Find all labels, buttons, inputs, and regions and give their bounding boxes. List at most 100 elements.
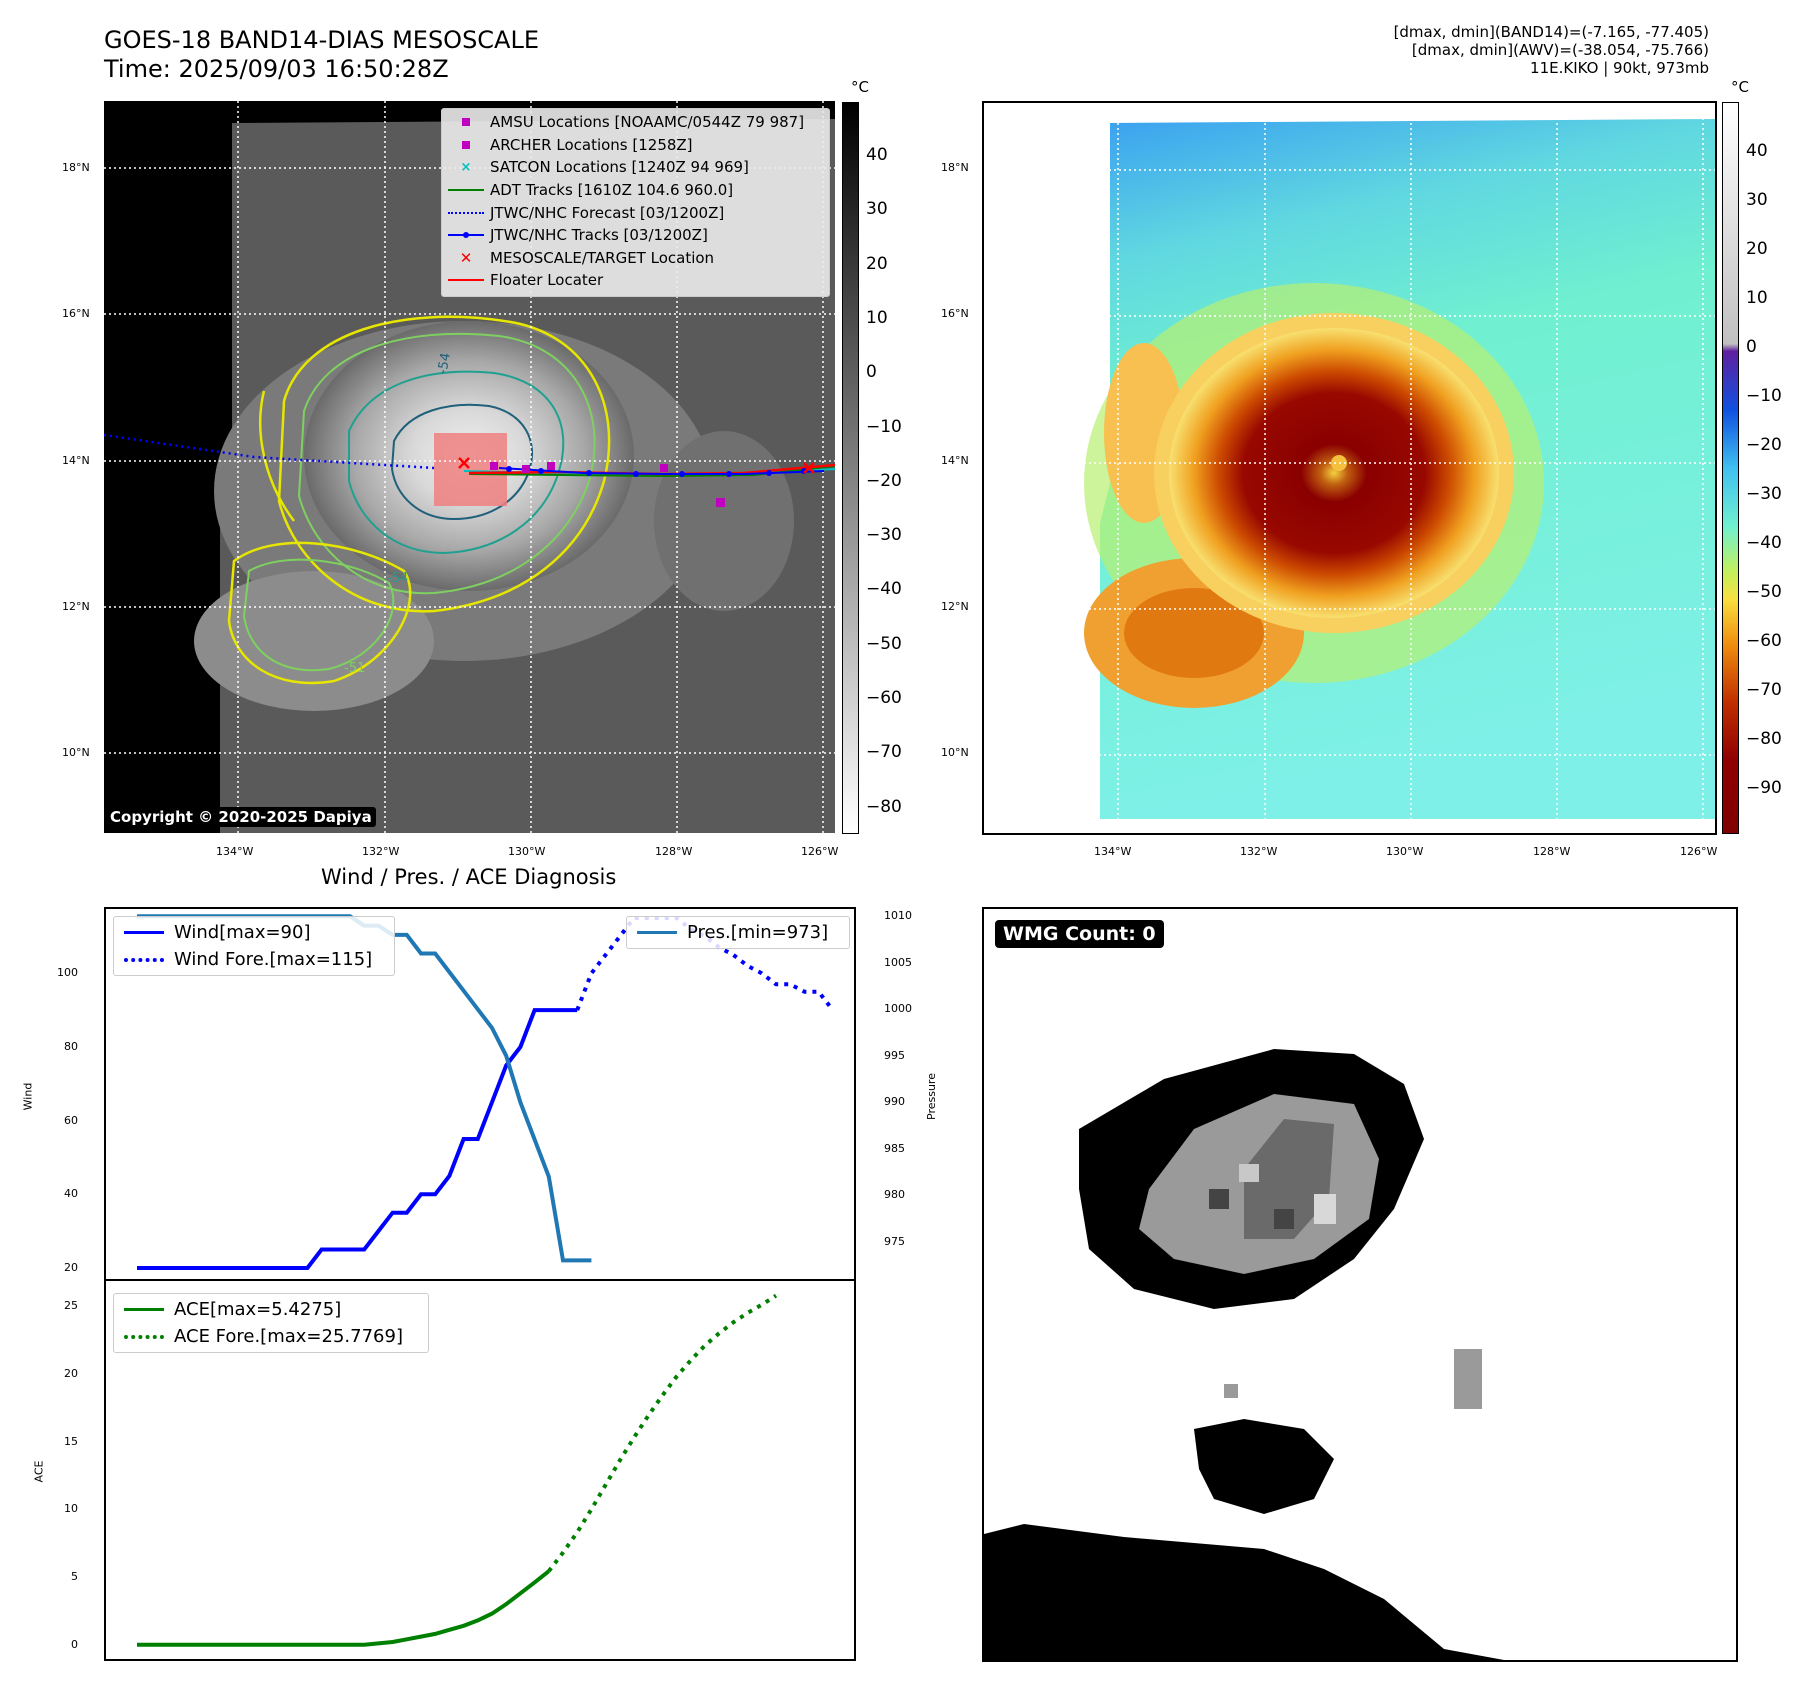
left-colorbar-tick: 20 <box>866 253 888 274</box>
info-storm: 11E.KIKO | 90kt, 973mb <box>1530 59 1709 77</box>
legend-item-ace-forecast: ACE Fore.[max=25.7769] <box>114 1323 428 1350</box>
right-lon-130: 130°W <box>1386 845 1424 858</box>
right-lat-18: 18°N <box>941 161 969 174</box>
left-lon-134: 134°W <box>216 845 254 858</box>
ir-map-panel: -54 -54 -51 AMSU Locations [NOAAMC/0544Z… <box>104 101 835 833</box>
title-line-2: Time: 2025/09/03 16:50:28Z <box>104 55 449 83</box>
left-lon-130: 130°W <box>508 845 546 858</box>
right-colorbar-tick: −50 <box>1746 582 1782 602</box>
left-colorbar-tick: −50 <box>866 633 902 654</box>
wind-tick: 100 <box>57 966 78 980</box>
right-lat-16: 16°N <box>941 307 969 320</box>
contour-label-2: -54 <box>387 571 409 586</box>
dotted-line-icon <box>114 1334 174 1339</box>
right-lat-14: 14°N <box>941 454 969 467</box>
contour-label-3: -51 <box>344 661 366 676</box>
line-icon <box>442 189 490 192</box>
pressure-tick: 1005 <box>884 955 912 969</box>
page-title: GOES-18 BAND14-DIAS MESOSCALE Time: 2025… <box>104 26 539 84</box>
legend-item-satcon: × SATCON Locations [1240Z 94 969] <box>442 156 829 179</box>
series-line-4 <box>547 1293 778 1573</box>
left-colorbar-tick: −40 <box>866 579 902 600</box>
wind-legend: Wind[max=90] Wind Fore.[max=115] <box>113 916 395 976</box>
ace-ylabel: ACE <box>32 1460 46 1483</box>
right-colorbar-tick: −40 <box>1746 533 1782 553</box>
pressure-tick: 980 <box>884 1188 905 1202</box>
wind-tick: 20 <box>64 1260 78 1274</box>
legend-item-mesoscale: ✕ MESOSCALE/TARGET Location <box>442 247 829 270</box>
ir-imagery <box>104 101 835 833</box>
ace-tick: 15 <box>64 1434 78 1448</box>
info-band14: [dmax, dmin](BAND14)=(-7.165, -77.405) <box>1393 23 1709 41</box>
wind-tick: 40 <box>64 1187 78 1201</box>
right-colorbar-tick: −70 <box>1746 680 1782 700</box>
line-dot-icon <box>442 232 490 239</box>
left-lat-14: 14°N <box>62 454 90 467</box>
left-colorbar-tick: −30 <box>866 525 902 546</box>
pressure-tick: 995 <box>884 1048 905 1062</box>
legend-item-archer: ARCHER Locations [1258Z] <box>442 134 829 157</box>
wmg-panel: WMG Count: 0 <box>982 907 1738 1662</box>
dotted-line-icon <box>114 957 174 962</box>
right-colorbar-unit: °C <box>1731 78 1749 96</box>
right-colorbar-tick: 40 <box>1746 141 1768 161</box>
left-colorbar-tick: 10 <box>866 307 888 328</box>
legend-item-forecast: JTWC/NHC Forecast [03/1200Z] <box>442 201 829 224</box>
right-colorbar-tick: −90 <box>1746 778 1782 798</box>
left-lon-132: 132°W <box>362 845 400 858</box>
title-line-1: GOES-18 BAND14-DIAS MESOSCALE <box>104 26 540 54</box>
ace-tick: 25 <box>64 1299 78 1313</box>
left-lat-18: 18°N <box>62 161 90 174</box>
left-colorbar-tick: −80 <box>866 796 902 817</box>
legend-item-wind-forecast: Wind Fore.[max=115] <box>114 946 394 973</box>
map-legend: AMSU Locations [NOAAMC/0544Z 79 987] ARC… <box>441 108 830 297</box>
right-colorbar-tick: 10 <box>1746 288 1768 308</box>
ace-legend: ACE[max=5.4275] ACE Fore.[max=25.7769] <box>113 1293 429 1353</box>
color-ir-map-panel <box>982 101 1717 835</box>
info-awv: [dmax, dmin](AWV)=(-38.054, -75.766) <box>1411 41 1709 59</box>
right-colorbar-tick: −20 <box>1746 435 1782 455</box>
legend-item-adt: ADT Tracks [1610Z 104.6 960.0] <box>442 179 829 202</box>
left-lon-128: 128°W <box>655 845 693 858</box>
left-lon-126: 126°W <box>801 845 839 858</box>
pressure-tick: 990 <box>884 1095 905 1109</box>
left-colorbar-tick: 0 <box>866 362 877 383</box>
right-colorbar-tick: −60 <box>1746 631 1782 651</box>
wmg-count-badge: WMG Count: 0 <box>995 920 1164 948</box>
right-colorbar-tick: 0 <box>1746 337 1757 357</box>
left-colorbar-tick: −70 <box>866 742 902 763</box>
legend-item-pressure: Pres.[min=973] <box>627 919 849 946</box>
diagnosis-title: Wind / Pres. / ACE Diagnosis <box>321 865 617 889</box>
left-lat-12: 12°N <box>62 600 90 613</box>
pressure-legend: Pres.[min=973] <box>626 916 850 949</box>
x-marker-icon: ✕ <box>459 248 473 267</box>
pressure-tick: 985 <box>884 1141 905 1155</box>
series-line-0 <box>137 1008 578 1270</box>
ace-tick: 20 <box>64 1366 78 1380</box>
left-colorbar-unit: °C <box>851 78 869 96</box>
intensity-info: [dmax, dmin](BAND14)=(-7.165, -77.405) [… <box>1394 23 1709 77</box>
dotted-line-icon <box>442 211 490 214</box>
right-lat-12: 12°N <box>941 600 969 613</box>
legend-item-ace: ACE[max=5.4275] <box>114 1296 428 1323</box>
left-colorbar <box>842 102 859 834</box>
wmg-imagery <box>984 1049 1504 1660</box>
right-colorbar-tick: 30 <box>1746 190 1768 210</box>
right-colorbar-tick: 20 <box>1746 239 1768 259</box>
ace-tick: 0 <box>71 1637 78 1651</box>
left-colorbar-tick: −10 <box>866 416 902 437</box>
line-icon <box>442 279 490 282</box>
wind-ylabel: Wind <box>21 1082 35 1111</box>
right-colorbar-tick: −80 <box>1746 729 1782 749</box>
right-colorbar-tick: −30 <box>1746 484 1782 504</box>
copyright-badge: Copyright © 2020-2025 Dapiya <box>106 807 376 827</box>
ace-plot <box>104 1279 856 1661</box>
right-lat-10: 10°N <box>941 746 969 759</box>
right-colorbar <box>1722 102 1739 834</box>
line-icon <box>114 1308 174 1311</box>
ace-tick: 5 <box>71 1570 78 1583</box>
pressure-tick: 1010 <box>884 909 912 923</box>
right-colorbar-tick: −10 <box>1746 386 1782 406</box>
right-lon-134: 134°W <box>1094 845 1132 858</box>
left-colorbar-tick: 30 <box>866 199 888 220</box>
